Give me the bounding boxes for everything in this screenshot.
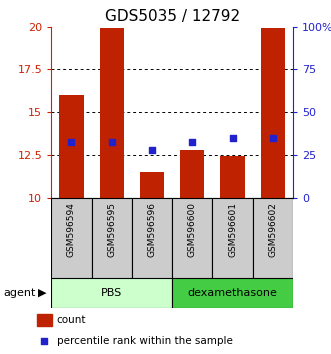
Bar — [100, 28, 124, 198]
Point — [109, 139, 115, 144]
Text: GSM596600: GSM596600 — [188, 202, 197, 257]
Bar — [140, 172, 164, 198]
Bar — [92, 198, 132, 278]
Bar — [59, 95, 83, 198]
Point — [42, 338, 47, 344]
Text: GSM596596: GSM596596 — [148, 202, 157, 257]
Text: PBS: PBS — [101, 288, 122, 298]
Bar — [172, 278, 293, 308]
Text: GSM596594: GSM596594 — [67, 202, 76, 257]
Point — [69, 139, 74, 144]
Text: count: count — [57, 315, 86, 325]
Text: ▶: ▶ — [38, 288, 47, 298]
Bar — [253, 198, 293, 278]
Point — [230, 135, 235, 141]
Point — [270, 135, 275, 141]
Bar — [213, 198, 253, 278]
Bar — [220, 156, 245, 198]
Text: GSM596601: GSM596601 — [228, 202, 237, 257]
Bar — [180, 150, 204, 198]
Point — [149, 147, 155, 153]
Text: GSM596602: GSM596602 — [268, 202, 277, 257]
Bar — [261, 28, 285, 198]
Text: dexamethasone: dexamethasone — [188, 288, 277, 298]
Title: GDS5035 / 12792: GDS5035 / 12792 — [105, 9, 240, 24]
Bar — [132, 198, 172, 278]
Bar — [51, 278, 172, 308]
Text: percentile rank within the sample: percentile rank within the sample — [57, 336, 233, 346]
Bar — [51, 198, 92, 278]
Text: agent: agent — [3, 288, 36, 298]
Bar — [172, 198, 213, 278]
Point — [190, 139, 195, 144]
Text: GSM596595: GSM596595 — [107, 202, 116, 257]
Bar — [37, 314, 52, 326]
